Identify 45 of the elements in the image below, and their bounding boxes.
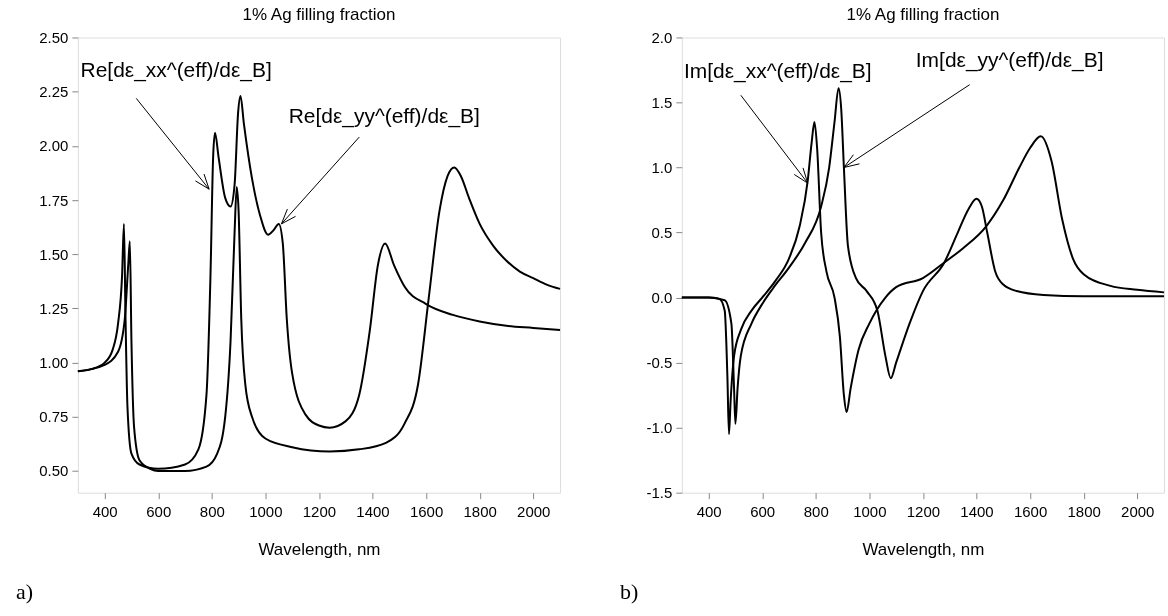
annotation: Im[dε_yy^(eff)/dε_B] — [915, 47, 1104, 72]
x-tick-label: 1200 — [906, 503, 941, 521]
y-tick-label: -1.5 — [646, 484, 673, 502]
chart-title: 1% Ag filling fraction — [846, 5, 1000, 25]
x-tick-label: 1000 — [853, 503, 887, 521]
x-tick-label: 2000 — [517, 503, 551, 521]
y-tick-label: 1.00 — [39, 354, 69, 372]
y-tick-label: 0.50 — [39, 462, 69, 480]
x-tick-label: 800 — [199, 503, 225, 521]
x-tick-label: 400 — [696, 503, 722, 521]
x-tick-label: 800 — [803, 503, 829, 521]
x-tick-label: 1200 — [302, 503, 337, 521]
annotation: Im[dε_xx^(eff)/dε_B] — [683, 59, 872, 84]
annotation: Re[dε_yy^(eff)/dε_B] — [288, 104, 480, 129]
y-tick-label: 1.0 — [651, 159, 673, 177]
y-tick-label: 1.25 — [39, 299, 69, 317]
x-tick-label: 1400 — [960, 503, 994, 521]
y-tick-label: 2.25 — [39, 83, 69, 101]
x-tick-label: 1800 — [1067, 503, 1101, 521]
y-tick-label: -1.0 — [646, 419, 673, 437]
text: a) — [15, 579, 34, 605]
y-tick-label: 2.00 — [39, 137, 69, 155]
y-tick-label: 0.0 — [651, 289, 673, 307]
chart-title: 1% Ag filling fraction — [242, 5, 396, 25]
x-tick-label: 1000 — [249, 503, 283, 521]
y-tick-label: 2.0 — [651, 28, 673, 46]
x-tick-label: 1600 — [409, 503, 444, 521]
x-axis-title: Wavelength, nm — [862, 540, 985, 560]
x-axis-title: Wavelength, nm — [258, 540, 381, 560]
annotation: Re[dε_xx^(eff)/dε_B] — [80, 58, 272, 83]
x-tick-label: 600 — [146, 503, 172, 521]
x-tick-label: 1600 — [1013, 503, 1048, 521]
x-tick-label: 1400 — [356, 503, 390, 521]
text: b) — [619, 579, 639, 605]
y-tick-label: 1.5 — [651, 93, 673, 111]
y-tick-label: -0.5 — [646, 354, 673, 372]
y-tick-label: 1.75 — [39, 191, 69, 209]
y-tick-label: 0.75 — [39, 408, 69, 426]
y-tick-label: 2.50 — [39, 28, 69, 46]
x-tick-label: 1800 — [463, 503, 497, 521]
x-tick-label: 2000 — [1121, 503, 1155, 521]
y-tick-label: 0.5 — [651, 224, 673, 242]
y-tick-label: 1.50 — [39, 245, 69, 263]
x-tick-label: 400 — [92, 503, 118, 521]
x-tick-label: 600 — [750, 503, 776, 521]
